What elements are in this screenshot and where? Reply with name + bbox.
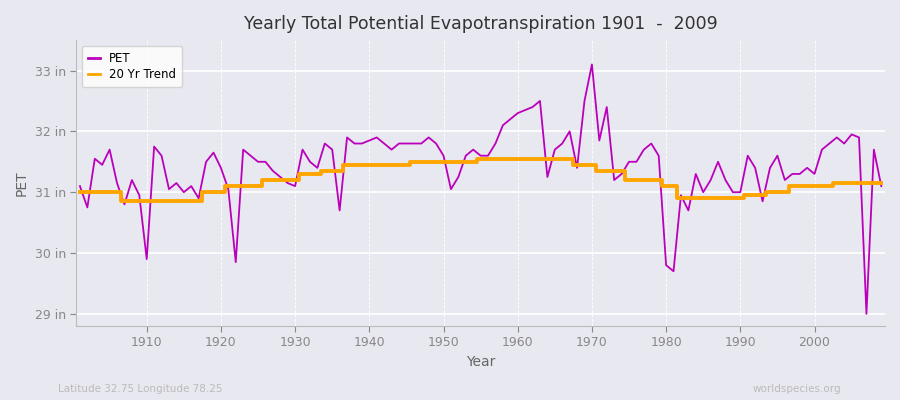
20 Yr Trend	[75, 190, 86, 194]
Text: worldspecies.org: worldspecies.org	[753, 384, 842, 394]
Line: 20 Yr Trend: 20 Yr Trend	[80, 159, 881, 201]
Line: PET: PET	[80, 64, 881, 314]
PET	[587, 62, 598, 67]
20 Yr Trend	[527, 156, 538, 161]
20 Yr Trend	[141, 199, 152, 204]
PET	[75, 184, 86, 188]
PET	[297, 147, 308, 152]
X-axis label: Year: Year	[466, 355, 495, 369]
20 Yr Trend	[475, 156, 486, 161]
Legend: PET, 20 Yr Trend: PET, 20 Yr Trend	[82, 46, 182, 87]
Text: Latitude 32.75 Longitude 78.25: Latitude 32.75 Longitude 78.25	[58, 384, 223, 394]
PET	[861, 312, 872, 316]
20 Yr Trend	[119, 199, 130, 204]
20 Yr Trend	[304, 172, 315, 176]
20 Yr Trend	[349, 162, 360, 167]
Title: Yearly Total Potential Evapotranspiration 1901  -  2009: Yearly Total Potential Evapotranspiratio…	[244, 15, 717, 33]
20 Yr Trend	[616, 168, 627, 173]
20 Yr Trend	[519, 156, 530, 161]
PET	[342, 135, 353, 140]
20 Yr Trend	[876, 181, 886, 186]
PET	[876, 184, 886, 188]
PET	[134, 193, 145, 198]
PET	[512, 111, 523, 116]
PET	[608, 178, 619, 182]
Y-axis label: PET: PET	[15, 170, 29, 196]
PET	[505, 117, 516, 122]
